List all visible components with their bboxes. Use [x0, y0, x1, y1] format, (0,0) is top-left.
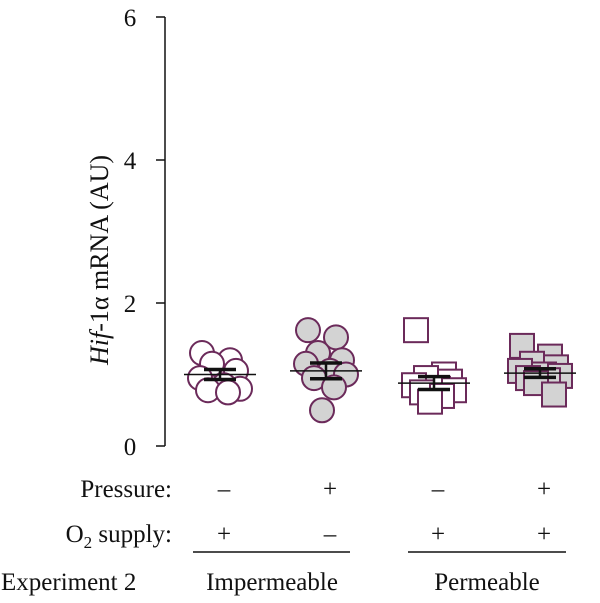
pressure-sign-2: –	[431, 476, 445, 503]
pressure-sign-0: –	[217, 476, 231, 503]
y-tick-label-2: 4	[124, 148, 137, 175]
y-tick-label-1: 2	[124, 291, 137, 318]
point-g1-8	[321, 374, 347, 401]
y-axis-label: Hif-1α mRNA (AU)	[85, 155, 114, 366]
stats-layer	[184, 361, 576, 392]
o2-signs: + – + +	[217, 521, 551, 548]
o2-sign-2: +	[431, 521, 445, 548]
o2-sign-3: +	[537, 521, 551, 548]
o2-supply-row-label: O2 supply:	[66, 521, 172, 552]
point-g1-0	[295, 317, 321, 344]
y-tick-label-3: 6	[124, 5, 137, 32]
marks-layer	[187, 317, 573, 424]
condition-label-impermeable: Impermeable	[206, 569, 338, 596]
pressure-row-label: Pressure:	[80, 476, 172, 503]
condition-label-permeable: Permeable	[434, 569, 540, 596]
point-g1-9	[309, 397, 335, 424]
y-tick-label-0: 0	[124, 434, 137, 461]
pressure-sign-1: +	[323, 476, 337, 503]
o2-sign-1: –	[323, 521, 337, 548]
o2-sign-0: +	[217, 521, 231, 548]
point-g2-0	[403, 317, 429, 344]
experiment-label: Experiment 2	[1, 569, 136, 596]
pressure-signs: – + – +	[217, 476, 551, 503]
pressure-sign-3: +	[537, 476, 551, 503]
point-g2-9	[417, 388, 443, 415]
point-g0-8	[215, 379, 241, 406]
point-g3-10	[541, 381, 567, 408]
axis-layer: 0 2 4 6	[124, 5, 166, 461]
